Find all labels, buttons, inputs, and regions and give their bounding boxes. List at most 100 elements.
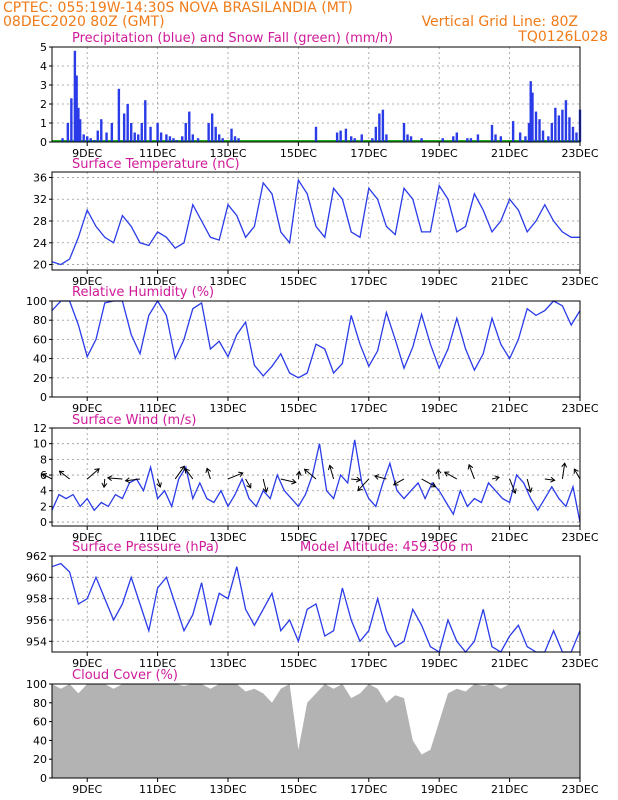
precip-bar: [122, 113, 126, 142]
cloud-ytick-label: 80: [33, 697, 47, 710]
precip-frame: [51, 46, 581, 143]
precip-bar: [547, 136, 550, 142]
wind-ytick-label: 2: [40, 500, 47, 513]
precip-bar: [117, 88, 121, 142]
precip-bar: [402, 123, 406, 142]
precip-bar: [144, 100, 147, 142]
precip-ytick-label: 4: [40, 60, 47, 73]
precip-bar: [100, 119, 103, 142]
precip-bar: [140, 123, 143, 142]
temp-ytick-label: 24: [33, 237, 47, 250]
precip-xtick-label: 21DEC: [491, 147, 528, 160]
precip-bar: [490, 124, 494, 142]
wind-arrow: [468, 464, 475, 480]
wind-arrow-head: [295, 470, 302, 476]
wind-xtick-label: 13DEC: [209, 531, 246, 544]
precip-bar: [168, 136, 172, 142]
cloud-panel: Cloud Cover (%) 0 20 40 60 80 100 9DEC 11DEC 13DE…: [26, 668, 599, 796]
wind-arrow: [125, 478, 141, 482]
wind-arrow: [437, 469, 440, 480]
precip-bar: [564, 100, 568, 142]
wind-arrow-head: [357, 485, 363, 492]
rh-ytick-label: 20: [33, 372, 47, 385]
precip-bar: [385, 134, 388, 142]
pressure-xtick-label: 11DEC: [139, 657, 176, 670]
temp-xtick-label: 11DEC: [139, 275, 176, 288]
precip-bar: [105, 132, 108, 142]
pressure-xtick-label: 17DEC: [350, 657, 387, 670]
precip-bar: [406, 134, 409, 142]
temp-xtick-label: 9DEC: [72, 275, 102, 288]
wind-arrow: [59, 470, 70, 480]
rh-xtick-label: 17DEC: [350, 402, 387, 415]
precip-bar: [181, 136, 184, 142]
precip-bar: [575, 132, 578, 142]
precip-bar: [165, 134, 168, 142]
pressure-frame: [51, 555, 581, 653]
precip-bar: [541, 130, 545, 142]
rh-xtick-label: 19DEC: [421, 402, 458, 415]
wind-arrow-head: [392, 480, 399, 486]
wind-arrow: [304, 468, 317, 480]
wind-line: [51, 439, 581, 523]
precip-bar: [360, 134, 363, 142]
wind-arrow-head: [494, 475, 500, 482]
rh-xtick-label: 11DEC: [139, 402, 176, 415]
wind-arrow: [544, 478, 555, 481]
cloud-xtick-label: 13DEC: [209, 783, 246, 796]
wind-arrow: [526, 478, 532, 493]
precip-bar: [561, 109, 564, 142]
wind-ytick-label: 4: [40, 485, 47, 498]
precip-bar: [130, 123, 133, 142]
wind-arrow-head: [156, 482, 162, 488]
precip-bar: [230, 128, 233, 142]
rh-panel: Relative Humidity (%) 0 20 40 60 80 100 9DEC 11D…: [26, 285, 599, 415]
wind-arrow-head: [443, 471, 450, 477]
pressure-ytick-label: 962: [26, 550, 47, 563]
cloud-xtick-label: 21DEC: [491, 783, 528, 796]
wind-title: Surface Wind (m/s): [72, 413, 196, 428]
precip-bar: [196, 138, 200, 142]
wind-arrow-head: [550, 476, 556, 483]
precip-bar: [70, 98, 73, 142]
wind-frame: [51, 427, 581, 527]
precip-bar: [207, 123, 210, 142]
precip-bar: [335, 132, 339, 142]
precip-ytick-label: 1: [40, 117, 47, 130]
precip-bar: [137, 134, 140, 142]
rh-line: [51, 299, 581, 379]
precip-bar: [66, 123, 70, 142]
wind-arrow: [280, 478, 296, 483]
precip-bar: [409, 136, 413, 142]
precip-xtick-label: 23DEC: [561, 147, 598, 160]
wind-arrow-head: [179, 465, 185, 471]
cloud-cover-area: [52, 684, 580, 778]
rh-xtick-label: 23DEC: [561, 402, 598, 415]
precip-panel: Precipitation (blue) and Snow Fall (gree…: [40, 31, 599, 160]
precip-bar: [210, 113, 214, 142]
wind-xtick-label: 15DEC: [280, 531, 317, 544]
wind-arrow: [262, 478, 267, 493]
precip-bar: [339, 130, 342, 142]
wind-ytick-label: 0: [40, 516, 47, 529]
wind-arrow: [103, 478, 106, 488]
cloud-xtick-label: 15DEC: [280, 783, 317, 796]
wind-arrow-head: [327, 464, 334, 471]
wind-arrow: [374, 475, 387, 480]
temp-ytick-label: 28: [33, 215, 47, 228]
wind-arrow-head: [467, 463, 474, 470]
precip-bar: [237, 138, 240, 142]
wind-arrow: [421, 478, 436, 488]
wind-arrow-head: [430, 482, 437, 488]
precip-bar: [452, 136, 455, 142]
pressure-subtitle: Model Altitude: 459.306 m: [300, 540, 473, 555]
wind-xtick-label: 9DEC: [72, 531, 102, 544]
pressure-xtick-label: 15DEC: [280, 657, 317, 670]
rh-ytick-label: 80: [33, 314, 47, 327]
wind-arrow-head: [124, 477, 131, 484]
precip-ytick-label: 2: [40, 98, 47, 111]
precip-bar: [126, 104, 129, 142]
station-label: CPTEC: 055:19W-14:30S NOVA BRASILANDIA (…: [3, 0, 353, 16]
precip-bar: [455, 132, 458, 142]
